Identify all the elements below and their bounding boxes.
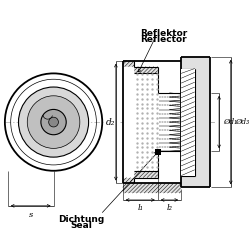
Circle shape xyxy=(18,87,88,157)
Circle shape xyxy=(41,110,66,135)
Bar xyxy=(155,149,161,155)
Text: Seal: Seal xyxy=(70,222,92,230)
Bar xyxy=(195,68,210,176)
Bar xyxy=(181,57,210,187)
Bar xyxy=(123,61,181,184)
Bar xyxy=(134,66,158,73)
Text: s: s xyxy=(28,211,33,219)
Bar xyxy=(134,74,158,171)
Circle shape xyxy=(49,117,58,127)
Text: Reflektor: Reflektor xyxy=(140,28,187,38)
Bar xyxy=(158,93,181,151)
Text: Ød₁: Ød₁ xyxy=(223,118,237,126)
Bar xyxy=(123,61,134,66)
Text: l₁: l₁ xyxy=(137,204,143,212)
Text: d₂: d₂ xyxy=(106,118,116,126)
Text: l₂: l₂ xyxy=(166,204,172,212)
Bar xyxy=(181,57,210,68)
Bar xyxy=(123,184,181,193)
Bar xyxy=(181,176,210,187)
Text: Ød₃: Ød₃ xyxy=(235,118,249,126)
Text: Dichtung: Dichtung xyxy=(58,214,104,224)
Bar xyxy=(134,171,158,177)
Bar xyxy=(181,68,195,176)
Bar xyxy=(123,66,134,178)
Circle shape xyxy=(27,96,80,148)
Text: Reflector: Reflector xyxy=(140,36,187,44)
Bar xyxy=(123,178,134,184)
